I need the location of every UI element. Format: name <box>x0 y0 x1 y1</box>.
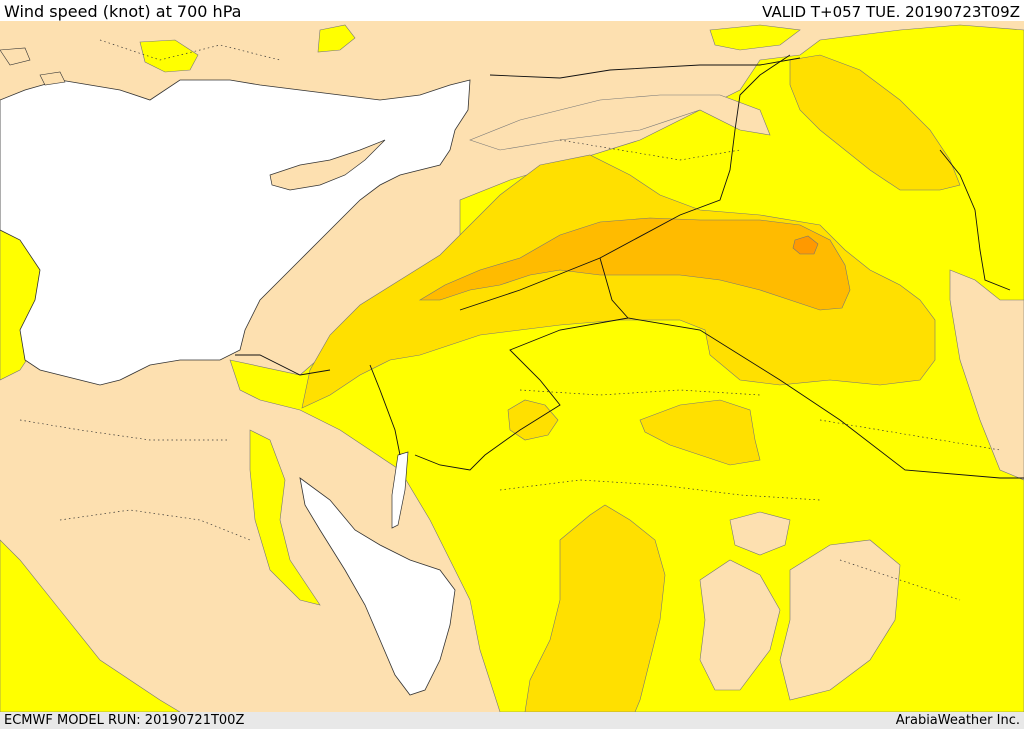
wind-band-2-arabia <box>639 399 761 466</box>
wind-band-1-turkey-c <box>139 39 199 73</box>
map-title: Wind speed (knot) at 700 hPa <box>4 2 242 21</box>
valid-time: VALID T+057 TUE. 20190723T09Z <box>762 3 1020 21</box>
aegean-island-a <box>0 47 31 66</box>
land-patch-iran <box>949 269 1024 481</box>
aegean-island-b <box>39 71 66 86</box>
cyprus <box>269 139 386 191</box>
bottom-bar: ECMWF MODEL RUN: 20190721T00Z ArabiaWeat… <box>0 712 1024 729</box>
wind-band-4-core <box>792 235 819 255</box>
wind-band-1-turkey-d <box>317 24 356 53</box>
wind-band-2-main <box>301 154 936 409</box>
country-borders <box>235 54 1024 479</box>
land-patch-arabia-spot <box>729 511 791 556</box>
wind-band-1-north-east <box>709 24 801 51</box>
map-canvas <box>0 21 1024 712</box>
gulf-of-aqaba <box>391 451 409 529</box>
wind-speed-map <box>0 21 1024 712</box>
wind-band-2-iraq <box>789 54 961 191</box>
wind-band-1-sinai <box>249 429 321 606</box>
red-sea <box>299 477 456 696</box>
wind-band-1-south-west <box>0 539 181 712</box>
land-patch-arabia-southeast <box>779 539 901 701</box>
model-run: ECMWF MODEL RUN: 20190721T00Z <box>4 713 245 728</box>
top-bar: Wind speed (knot) at 700 hPa VALID T+057… <box>0 0 1024 21</box>
land-patch-arabia-east <box>699 559 781 691</box>
credit: ArabiaWeather Inc. <box>895 713 1020 728</box>
wind-band-2-south <box>524 504 666 712</box>
region-boundaries <box>19 39 1001 601</box>
wind-band-3-main <box>418 217 851 311</box>
